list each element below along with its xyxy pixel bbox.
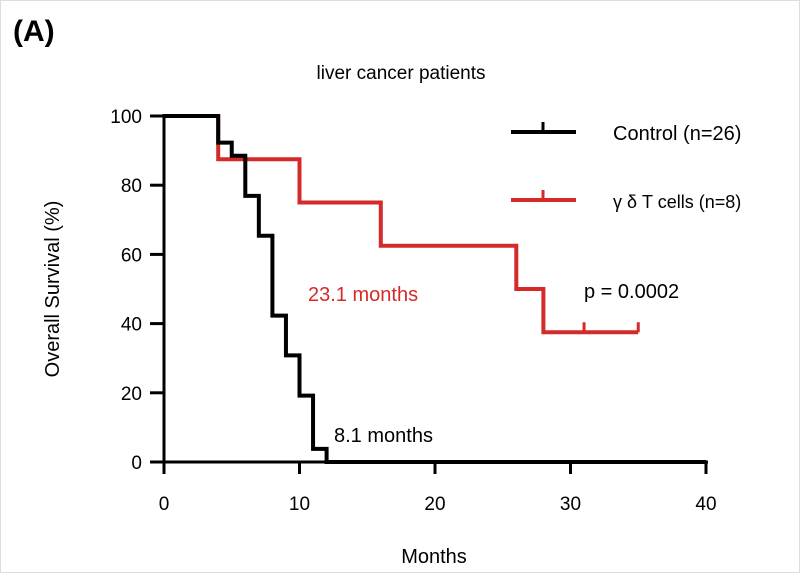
panel-label: (A) — [13, 15, 55, 48]
y-tick-label: 100 — [110, 107, 142, 128]
survival-curve-gd-t-cells — [164, 114, 639, 335]
x-tick-label: 20 — [424, 494, 445, 515]
y-axis-label: Overall Survival (%) — [42, 201, 64, 378]
y-tick-label: 0 — [131, 453, 142, 474]
median-label-gd: 23.1 months — [308, 284, 418, 306]
survival-curve-control — [164, 114, 706, 464]
x-tick-label: 30 — [560, 494, 581, 515]
x-tick-label: 40 — [695, 494, 716, 515]
y-tick-label: 20 — [121, 384, 142, 405]
legend-label: γ δ T cells (n=8) — [613, 192, 741, 212]
p-value-label: p = 0.0002 — [584, 281, 679, 303]
x-tick-label: 0 — [159, 494, 170, 515]
y-tick-label: 80 — [121, 176, 142, 197]
y-tick-label: 40 — [121, 315, 142, 336]
median-label-control: 8.1 months — [334, 425, 433, 447]
legend-label: Control (n=26) — [613, 123, 741, 145]
x-axis-label: Months — [401, 546, 467, 568]
chart-title: liver cancer patients — [317, 63, 486, 84]
x-tick-label: 10 — [289, 494, 310, 515]
y-tick-label: 60 — [121, 245, 142, 266]
